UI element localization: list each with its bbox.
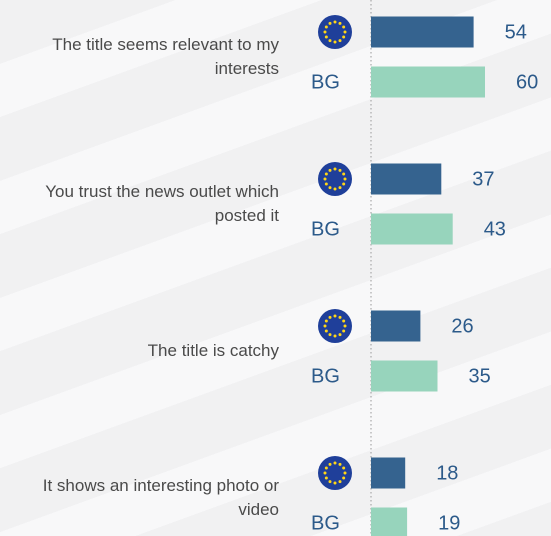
value-label: 54 <box>505 21 527 43</box>
flag-star <box>324 319 328 323</box>
flag-star <box>323 177 327 181</box>
value-label: 37 <box>472 168 494 190</box>
flag-star <box>342 182 346 186</box>
flag-star <box>338 39 342 43</box>
bar <box>371 457 406 489</box>
flag-star <box>333 461 337 465</box>
eu-flag <box>318 456 352 490</box>
flag-star <box>323 324 327 328</box>
flag-star <box>333 187 337 191</box>
flag-star <box>342 172 346 176</box>
flag-star <box>338 168 342 172</box>
eu-flag <box>318 15 352 49</box>
series-label: BG <box>311 71 340 93</box>
flag-star <box>324 35 328 39</box>
category-label: The title seems relevant to my interests <box>52 35 279 78</box>
flag-star <box>324 329 328 333</box>
flag-star <box>338 462 342 466</box>
value-label: 18 <box>436 462 458 484</box>
flag-star <box>333 167 337 171</box>
flag-star <box>333 481 337 485</box>
flag-star <box>323 30 327 34</box>
flag-star <box>338 21 342 25</box>
flag-star <box>328 333 332 337</box>
flag-star <box>324 182 328 186</box>
flag-star <box>328 480 332 484</box>
bar <box>371 163 442 195</box>
bar <box>371 16 474 48</box>
flag-star <box>342 466 346 470</box>
flag-star <box>338 480 342 484</box>
value-label: 60 <box>516 71 538 93</box>
series-label: BG <box>311 365 340 387</box>
flag-star <box>333 20 337 24</box>
flag-star <box>342 329 346 333</box>
value-label: 35 <box>469 365 491 387</box>
flag-star <box>328 186 332 190</box>
flag-star <box>324 466 328 470</box>
flag-star <box>323 471 327 475</box>
flag-star <box>328 462 332 466</box>
category-label: You trust the news outlet which posted i… <box>45 182 279 225</box>
flag-star <box>343 177 347 181</box>
value-label: 43 <box>484 218 506 240</box>
flag-star <box>324 476 328 480</box>
flag-star <box>333 314 337 318</box>
category-label: It shows an interesting photo or video <box>42 476 279 519</box>
bar <box>371 507 408 536</box>
value-label: 19 <box>438 512 460 534</box>
flag-star <box>343 471 347 475</box>
bar <box>371 66 485 98</box>
eu-flag <box>318 309 352 343</box>
flag-star <box>338 186 342 190</box>
flag-star <box>333 334 337 338</box>
flag-star <box>324 25 328 29</box>
flag-star <box>343 324 347 328</box>
flag-star <box>342 476 346 480</box>
flag-star <box>333 40 337 44</box>
flag-star <box>328 39 332 43</box>
flag-star <box>342 319 346 323</box>
bar <box>371 310 421 342</box>
value-label: 26 <box>451 315 473 337</box>
series-label: BG <box>311 512 340 534</box>
flag-star <box>328 21 332 25</box>
flag-star <box>328 315 332 319</box>
bar <box>371 360 438 392</box>
bar <box>371 213 453 245</box>
flag-star <box>342 25 346 29</box>
eu-flag <box>318 162 352 196</box>
flag-star <box>324 172 328 176</box>
flag-star <box>338 315 342 319</box>
flag-star <box>342 35 346 39</box>
category-label: The title is catchy <box>147 341 279 360</box>
flag-star <box>343 30 347 34</box>
flag-star <box>338 333 342 337</box>
series-label: BG <box>311 218 340 240</box>
flag-star <box>328 168 332 172</box>
